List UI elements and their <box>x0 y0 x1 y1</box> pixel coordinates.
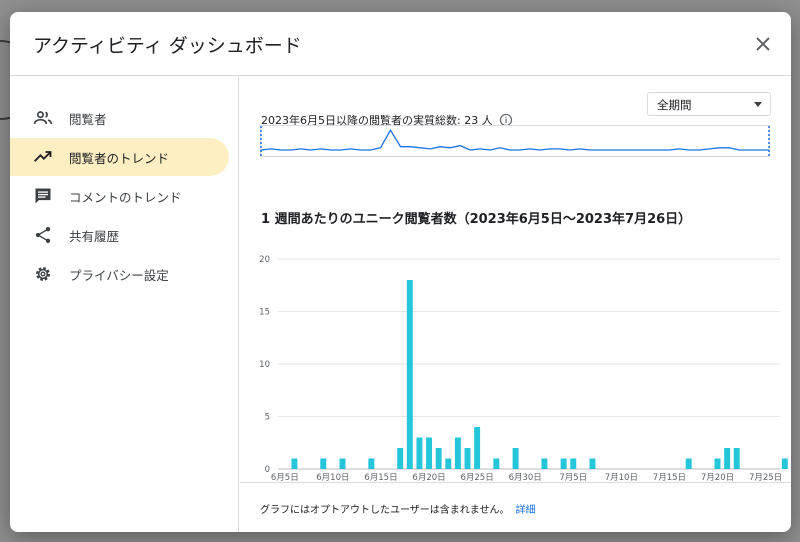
sidebar-item-sharing-history[interactable]: 共有履歴 <box>10 216 229 254</box>
sidebar-item-label: プライバシー設定 <box>69 267 169 283</box>
bar[interactable] <box>320 458 327 470</box>
y-tick-label: 15 <box>259 308 270 318</box>
share-icon <box>32 224 54 246</box>
sidebar-item-label: コメントのトレンド <box>69 189 182 205</box>
overview-line-chart[interactable] <box>260 125 771 157</box>
x-tick-label: 6月25日 <box>460 473 493 482</box>
bar[interactable] <box>685 458 692 470</box>
x-tick-label: 7月10日 <box>605 473 638 482</box>
x-tick-label: 7月15日 <box>653 473 686 482</box>
people-icon <box>32 107 54 129</box>
bar[interactable] <box>733 448 740 469</box>
footer-note: グラフにはオプトアウトしたユーザーは含まれません。 詳細 <box>260 501 536 516</box>
x-tick-label: 7月5日 <box>559 473 587 482</box>
bar[interactable] <box>368 458 375 470</box>
bar[interactable] <box>493 458 500 470</box>
bar[interactable] <box>445 458 452 470</box>
period-select-value: 全期間 <box>657 98 692 112</box>
period-select[interactable]: 全期間 <box>647 92 771 116</box>
y-tick-label: 20 <box>259 255 270 265</box>
sidebar-item-comment-trends[interactable]: コメントのトレンド <box>10 177 229 215</box>
weekly-viewers-bar-chart: 0 5 10 15 20 6月5日 6月10日 6月15日 6月20日 6月25日 6月30日 7月5… <box>259 255 788 482</box>
dialog-header: アクティビティ ダッシュボード <box>10 12 791 76</box>
sidebar: 閲覧者 閲覧者のトレンド コメントのトレンド 共有履歴 プライバシー設定 <box>10 77 239 532</box>
dialog-footer: グラフにはオプトアウトしたユーザーは含まれません。 詳細 <box>240 482 791 532</box>
bar[interactable] <box>781 458 788 470</box>
bar[interactable] <box>714 458 721 470</box>
trending-up-icon <box>32 146 54 168</box>
sidebar-item-viewers[interactable]: 閲覧者 <box>10 99 229 137</box>
activity-dashboard-dialog: アクティビティ ダッシュボード 閲覧者 閲覧者のトレンド コメントのトレンド <box>10 12 791 532</box>
learn-more-link[interactable]: 詳細 <box>515 505 536 516</box>
chart-title: 1 週間あたりのユニーク閲覧者数（2023年6月5日〜2023年7月26日） <box>261 212 692 227</box>
y-tick-label: 10 <box>259 360 270 370</box>
bar[interactable] <box>724 448 731 469</box>
bar[interactable] <box>474 427 481 469</box>
sidebar-item-label: 共有履歴 <box>69 228 120 244</box>
overview-line <box>260 128 769 151</box>
x-tick-label: 6月10日 <box>316 473 349 482</box>
bar[interactable] <box>406 280 413 469</box>
sidebar-item-label: 閲覧者のトレンド <box>69 150 170 166</box>
sidebar-item-privacy-settings[interactable]: プライバシー設定 <box>10 255 229 293</box>
comment-icon <box>32 185 54 207</box>
main-panel: 2023年6月5日以降の閲覧者の実質総数: 23 人 全期間 1 週間あたりのユ… <box>240 77 791 482</box>
summary-text: 2023年6月5日以降の閲覧者の実質総数: 23 人 <box>261 114 493 127</box>
gear-icon <box>32 263 54 285</box>
bar[interactable] <box>464 448 471 469</box>
bar[interactable] <box>454 437 461 470</box>
dropdown-arrow-icon <box>754 102 762 107</box>
dialog-title: アクティビティ ダッシュボード <box>33 35 302 57</box>
sidebar-item-viewer-trends[interactable]: 閲覧者のトレンド <box>10 138 229 176</box>
bar[interactable] <box>541 458 548 470</box>
x-tick-label: 7月20日 <box>701 473 734 482</box>
sidebar-item-label: 閲覧者 <box>69 111 107 127</box>
x-tick-label: 6月15日 <box>364 473 397 482</box>
bar[interactable] <box>560 458 567 470</box>
x-tick-label: 6月20日 <box>412 473 445 482</box>
x-tick-label: 7月25日 <box>749 473 782 482</box>
bar[interactable] <box>397 448 404 469</box>
footer-note-text: グラフにはオプトアウトしたユーザーは含まれません。 <box>260 505 510 516</box>
close-icon <box>756 37 770 51</box>
bar[interactable] <box>426 437 433 470</box>
bar[interactable] <box>570 458 577 470</box>
bar[interactable] <box>416 437 423 470</box>
bar[interactable] <box>589 458 596 470</box>
bar[interactable] <box>435 448 442 469</box>
x-tick-label: 6月5日 <box>271 473 299 482</box>
y-tick-label: 0 <box>265 465 270 475</box>
close-button[interactable] <box>751 32 775 56</box>
bar[interactable] <box>512 448 519 469</box>
bar[interactable] <box>291 458 298 470</box>
y-tick-label: 5 <box>265 413 270 423</box>
overview-frame <box>260 125 770 157</box>
x-tick-label: 6月30日 <box>509 473 542 482</box>
bar[interactable] <box>339 458 346 470</box>
